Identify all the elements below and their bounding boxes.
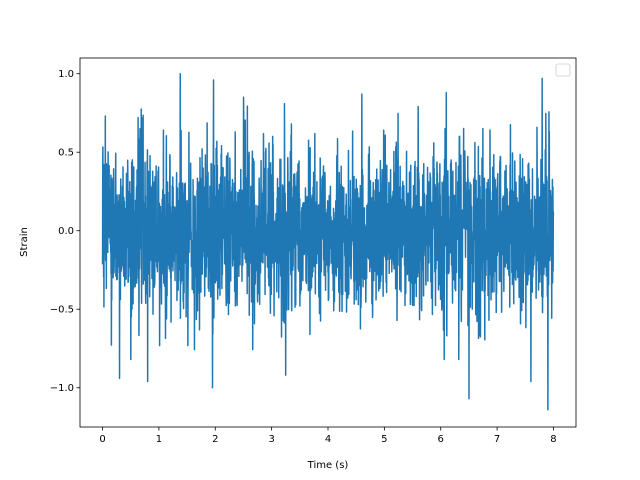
y-axis-label: Strain	[19, 227, 30, 257]
legend	[555, 63, 571, 77]
series-line-strain	[101, 72, 555, 411]
y-tick-label: 0.5	[58, 148, 74, 159]
x-tick-label: 4	[325, 434, 331, 445]
x-tick-label: 3	[268, 434, 274, 445]
x-tick-label: 1	[156, 434, 162, 445]
y-tick-label: 1.0	[58, 69, 74, 80]
y-tick-label: −0.5	[50, 305, 74, 316]
y-tick-label: −1.0	[50, 383, 74, 394]
x-tick-label: 2	[212, 434, 218, 445]
x-axis-ticks: 0 1 2 3 4 5 6 7 8	[99, 427, 557, 445]
x-tick-label: 7	[494, 434, 500, 445]
x-tick-label: 6	[438, 434, 444, 445]
legend-box	[555, 63, 571, 77]
y-axis-ticks: −1.0 −0.5 0.0 0.5 1.0	[50, 69, 80, 394]
y-tick-label: 0.0	[58, 226, 74, 237]
x-axis-label: Time (s)	[307, 460, 349, 471]
x-tick-label: 8	[550, 434, 556, 445]
x-tick-label: 0	[99, 434, 105, 445]
x-tick-label: 5	[381, 434, 387, 445]
series-layer	[101, 72, 555, 411]
